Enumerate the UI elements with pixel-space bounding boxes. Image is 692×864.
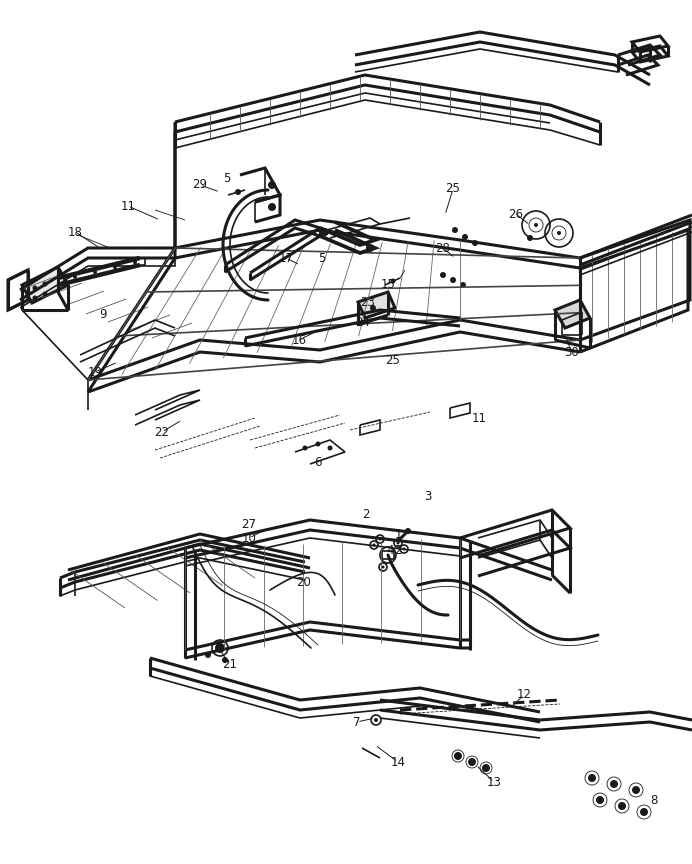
Circle shape [610, 780, 618, 788]
Circle shape [440, 272, 446, 278]
Text: 28: 28 [435, 242, 450, 255]
Circle shape [113, 265, 117, 269]
Circle shape [588, 774, 596, 782]
Text: 7: 7 [353, 715, 361, 728]
Text: 23: 23 [361, 295, 376, 308]
Text: 30: 30 [565, 346, 579, 359]
Circle shape [321, 228, 329, 236]
Circle shape [222, 657, 228, 663]
Circle shape [133, 260, 137, 264]
Text: 3: 3 [424, 491, 432, 504]
Circle shape [93, 270, 97, 274]
Circle shape [33, 285, 37, 290]
Text: 16: 16 [291, 334, 307, 346]
Circle shape [33, 295, 37, 301]
Circle shape [73, 275, 77, 279]
Text: 14: 14 [390, 755, 406, 768]
Text: 29: 29 [192, 179, 208, 192]
Text: 2: 2 [394, 544, 402, 557]
Text: 27: 27 [242, 518, 257, 530]
Circle shape [370, 305, 376, 311]
Text: 25: 25 [446, 182, 460, 195]
Circle shape [302, 446, 307, 450]
Text: 19: 19 [87, 365, 102, 378]
Circle shape [472, 240, 478, 246]
Circle shape [205, 652, 211, 658]
Text: 13: 13 [486, 776, 502, 789]
Text: 17: 17 [278, 251, 293, 264]
Text: 9: 9 [99, 308, 107, 321]
Polygon shape [555, 300, 590, 328]
Text: 6: 6 [314, 456, 322, 469]
Circle shape [460, 282, 466, 288]
Text: 8: 8 [650, 793, 657, 806]
Text: 11: 11 [471, 411, 486, 424]
Circle shape [42, 291, 48, 296]
Circle shape [452, 227, 458, 233]
Text: 11: 11 [120, 200, 136, 213]
Text: 2: 2 [362, 507, 370, 520]
Text: 22: 22 [154, 425, 170, 439]
Text: 1: 1 [394, 528, 402, 541]
Circle shape [640, 808, 648, 816]
Polygon shape [22, 267, 68, 303]
Text: 4: 4 [386, 543, 394, 556]
Circle shape [379, 537, 381, 541]
Circle shape [454, 752, 462, 760]
Circle shape [42, 282, 48, 287]
Text: 20: 20 [297, 575, 311, 588]
Circle shape [462, 234, 468, 240]
Circle shape [397, 542, 399, 544]
Circle shape [632, 786, 640, 794]
Text: 12: 12 [516, 689, 531, 702]
Circle shape [366, 244, 374, 252]
Text: 15: 15 [381, 278, 395, 291]
Text: 25: 25 [385, 353, 401, 366]
Circle shape [268, 203, 276, 211]
Circle shape [618, 802, 626, 810]
Text: 5: 5 [318, 251, 326, 264]
Circle shape [327, 446, 332, 450]
Circle shape [390, 278, 396, 283]
Polygon shape [358, 292, 395, 318]
Circle shape [405, 528, 411, 534]
Text: 26: 26 [509, 207, 524, 220]
Text: 24: 24 [356, 315, 370, 328]
Circle shape [316, 442, 320, 447]
Circle shape [468, 758, 476, 766]
Circle shape [268, 181, 276, 189]
Circle shape [450, 277, 456, 283]
Circle shape [235, 189, 241, 195]
Circle shape [403, 548, 406, 550]
Circle shape [527, 235, 533, 241]
Circle shape [482, 764, 490, 772]
Circle shape [372, 543, 376, 547]
Circle shape [557, 231, 561, 235]
Circle shape [596, 796, 604, 804]
Circle shape [374, 718, 378, 722]
Circle shape [534, 223, 538, 227]
Text: 18: 18 [68, 226, 82, 238]
Circle shape [215, 643, 225, 653]
Text: 21: 21 [223, 658, 237, 671]
Circle shape [381, 566, 385, 569]
Text: 5: 5 [224, 173, 230, 186]
Text: 10: 10 [242, 531, 257, 544]
